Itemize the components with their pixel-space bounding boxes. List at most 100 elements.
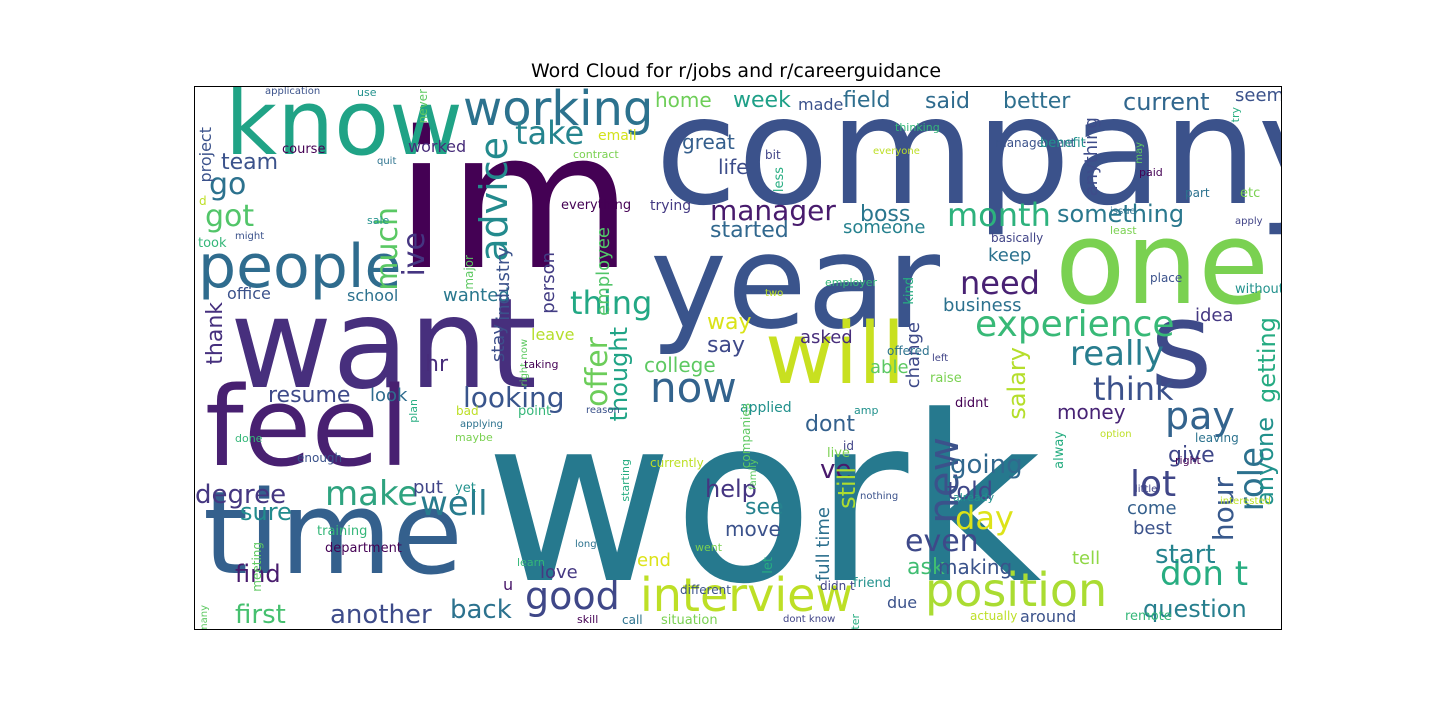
word-cloud-word: alway bbox=[1052, 431, 1067, 469]
word-cloud-word: situation bbox=[661, 613, 718, 628]
word-cloud-word: love bbox=[540, 562, 578, 583]
word-cloud-word: friend bbox=[853, 576, 892, 591]
word-cloud-word: reason bbox=[586, 405, 620, 416]
word-cloud-word: feel bbox=[205, 363, 410, 491]
word-cloud-word: skill bbox=[577, 613, 599, 626]
word-cloud-word: sale bbox=[367, 214, 390, 227]
word-cloud-word: best bbox=[1133, 518, 1172, 539]
word-cloud-word: made bbox=[798, 95, 844, 114]
word-cloud-word: manager bbox=[710, 194, 836, 227]
word-cloud-word: nothing bbox=[860, 491, 899, 502]
word-cloud-word: place bbox=[1150, 271, 1183, 285]
word-cloud-word: find bbox=[235, 560, 281, 588]
word-cloud-word: go bbox=[209, 167, 247, 202]
word-cloud-word: boss bbox=[860, 202, 911, 227]
word-cloud-word: offered bbox=[887, 344, 930, 358]
word-cloud-word: etc bbox=[1240, 186, 1261, 201]
word-cloud-word: kind bbox=[902, 277, 917, 305]
word-cloud-word: able bbox=[870, 357, 909, 378]
word-cloud-word: ask bbox=[907, 555, 945, 580]
word-cloud-word: email bbox=[598, 128, 637, 144]
word-cloud-word: industry bbox=[493, 247, 514, 321]
word-cloud-word: little bbox=[1135, 484, 1158, 495]
word-cloud-word: someone bbox=[843, 217, 926, 238]
word-cloud-word: position bbox=[925, 563, 1108, 617]
word-cloud-word: home bbox=[655, 88, 712, 112]
word-cloud-word: paid bbox=[1139, 166, 1163, 179]
word-cloud-word: done bbox=[235, 432, 263, 445]
word-cloud-word: part bbox=[1185, 186, 1210, 200]
word-cloud-word: let bbox=[761, 557, 776, 574]
word-cloud-word: recruiter bbox=[849, 614, 862, 629]
word-cloud-word: thank bbox=[203, 302, 228, 365]
word-cloud-word: leave bbox=[531, 325, 575, 344]
word-cloud-canvas: work im company year want one time feel s know wil… bbox=[194, 86, 1282, 630]
word-cloud-word: interested bbox=[1220, 496, 1271, 507]
word-cloud-word: leaving bbox=[1195, 431, 1239, 445]
word-cloud-word: interview bbox=[640, 568, 854, 622]
word-cloud-word: option bbox=[1100, 429, 1132, 440]
word-cloud-word: better bbox=[1003, 89, 1071, 114]
word-cloud-word: full time bbox=[813, 507, 834, 582]
word-cloud-word: might bbox=[235, 231, 265, 242]
word-cloud-word: maybe bbox=[455, 431, 493, 444]
word-cloud-word: month bbox=[947, 196, 1051, 234]
word-cloud-word: working bbox=[463, 86, 654, 137]
word-cloud-word: another bbox=[330, 600, 432, 630]
word-cloud-word: help bbox=[705, 475, 757, 503]
word-cloud-word: wanted bbox=[443, 285, 510, 306]
word-cloud-word: issue bbox=[1110, 206, 1136, 217]
word-cloud-word: see bbox=[745, 495, 784, 520]
word-cloud-word: school bbox=[347, 286, 399, 305]
word-cloud-word: said bbox=[925, 89, 971, 114]
word-cloud-word: apply bbox=[1235, 216, 1263, 227]
word-cloud-word: u bbox=[503, 575, 514, 594]
word-cloud-word: enough bbox=[297, 451, 343, 465]
word-cloud-word: without bbox=[1235, 282, 1282, 297]
word-cloud-word: work bbox=[485, 368, 1042, 630]
word-cloud-word: basically bbox=[991, 231, 1044, 245]
word-cloud-word: didnt bbox=[955, 396, 989, 411]
word-cloud-word: asked bbox=[800, 327, 853, 348]
word-cloud-word: seem bbox=[1235, 86, 1282, 106]
word-cloud-word: team bbox=[221, 150, 279, 175]
word-cloud-word: didn t bbox=[820, 579, 855, 593]
word-cloud-word: starting bbox=[619, 459, 632, 502]
word-cloud-word: ve bbox=[820, 455, 852, 485]
word-cloud-word: long bbox=[575, 539, 597, 550]
word-cloud-word: tell bbox=[1072, 548, 1101, 569]
word-cloud-word: different bbox=[680, 583, 731, 597]
word-cloud-word: business bbox=[943, 295, 1022, 316]
word-cloud-word: applied bbox=[740, 400, 792, 416]
word-cloud-word: application bbox=[265, 86, 321, 97]
word-cloud-word: field bbox=[843, 88, 891, 113]
word-cloud-word: good bbox=[525, 574, 620, 618]
word-cloud-word: anything bbox=[1081, 117, 1102, 197]
word-cloud-word: course bbox=[282, 142, 326, 157]
word-cloud-word: employer bbox=[825, 276, 878, 289]
word-cloud-word: told bbox=[947, 477, 993, 505]
chart-title: Word Cloud for r/jobs and r/careerguidan… bbox=[530, 60, 942, 82]
word-cloud-word: ive bbox=[397, 232, 432, 277]
word-cloud-word: meeting bbox=[250, 542, 264, 592]
word-cloud-word: already bbox=[953, 491, 995, 504]
word-cloud-word: point bbox=[518, 404, 552, 419]
word-cloud-word: never bbox=[416, 89, 430, 124]
word-cloud-word: thinking bbox=[895, 121, 940, 134]
word-cloud-word: worked bbox=[408, 137, 467, 156]
word-cloud-word: actually bbox=[970, 609, 1018, 623]
word-cloud-word: want bbox=[230, 272, 538, 417]
word-cloud-word: start bbox=[1155, 540, 1216, 570]
word-cloud-word: time bbox=[203, 467, 463, 601]
word-cloud-word: hour bbox=[1207, 477, 1240, 542]
word-cloud-word: contract bbox=[573, 148, 619, 161]
word-cloud-word: anyone bbox=[1251, 417, 1279, 506]
word-cloud-word: well bbox=[420, 484, 488, 524]
word-cloud-word: dont know bbox=[783, 614, 836, 625]
word-cloud-word: advice bbox=[472, 137, 516, 262]
word-cloud-word: sure bbox=[240, 498, 292, 526]
word-cloud-word: remote bbox=[1125, 609, 1172, 624]
word-cloud-word: less bbox=[772, 167, 787, 193]
word-cloud-word: college bbox=[644, 353, 716, 377]
word-cloud-word: need bbox=[960, 264, 1040, 302]
